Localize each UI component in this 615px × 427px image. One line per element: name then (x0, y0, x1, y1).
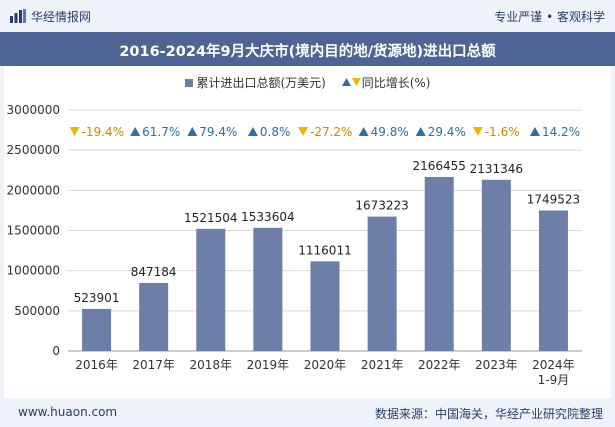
growth-label: -27.2% (310, 125, 352, 139)
y-tick-label: 0 (52, 344, 60, 358)
growth-label: 61.7% (142, 125, 180, 139)
growth-label: 0.8% (260, 125, 291, 139)
data-label: 523901 (74, 291, 120, 305)
legend-item-bars: 累计进出口总额(万美元) (184, 74, 326, 91)
x-tick-label: 2018年 (190, 358, 233, 372)
growth-label: 79.4% (199, 125, 237, 139)
title-bar (0, 32, 615, 66)
triangle-down-icon (351, 78, 361, 86)
bar (82, 308, 112, 351)
triangle-down-icon (472, 127, 483, 136)
footer-bar (0, 398, 615, 427)
triangle-down-icon (298, 127, 308, 136)
triangle-up-icon (341, 78, 351, 86)
data-label: 1749523 (527, 192, 580, 206)
x-tick-label: 2022年 (418, 358, 461, 372)
bar (196, 228, 226, 351)
y-tick-label: 1500000 (7, 224, 60, 238)
x-tick-label: 2024年 (532, 358, 575, 372)
legend-bar-swatch (184, 79, 193, 87)
triangle-up-icon (187, 127, 198, 136)
top-bar: 华经情报网 专业严谨 • 客观科学 (0, 0, 615, 32)
bar (538, 210, 568, 351)
site-url: www.huaon.com (18, 405, 118, 419)
triangle-up-icon (529, 127, 540, 136)
legend-bar-label: 累计进出口总额(万美元) (196, 76, 326, 90)
legend-item-growth: 同比增长(%) (341, 74, 431, 91)
triangle-up-icon (358, 127, 369, 136)
growth-label: 29.4% (428, 125, 466, 139)
x-tick-label: 2020年 (304, 358, 347, 372)
triangle-up-icon (130, 127, 141, 136)
y-tick-label: 2500000 (7, 143, 60, 157)
growth-label: 14.2% (542, 125, 580, 139)
triangle-up-icon (247, 127, 258, 136)
data-source: 数据来源：中国海关，华经产业研究院整理 (374, 407, 603, 421)
data-label: 2166455 (412, 159, 465, 173)
legend-growth-label: 同比增长(%) (361, 76, 431, 90)
growth-label: -19.4% (82, 125, 124, 139)
triangle-down-icon (69, 127, 80, 136)
tagline: 专业严谨 • 客观科学 (494, 10, 605, 24)
bar (253, 227, 283, 351)
bar (367, 216, 397, 351)
x-tick-label: 2017年 (132, 358, 175, 372)
bar (481, 179, 511, 351)
legend: 累计进出口总额(万美元) 同比增长(%) (0, 74, 615, 91)
growth-label: -1.6% (485, 125, 520, 139)
bar (424, 176, 454, 351)
y-tick-label: 2000000 (7, 183, 60, 197)
data-label: 847184 (131, 265, 177, 279)
bar (310, 261, 340, 351)
chart-title: 2016-2024年9月大庆市(境内目的地/货源地)进出口总额 (119, 44, 496, 60)
data-label: 2131346 (470, 162, 523, 176)
y-tick-label: 500000 (14, 304, 60, 318)
data-label: 1116011 (298, 243, 351, 257)
x-tick-label: 1-9月 (538, 373, 570, 387)
data-label: 1533604 (241, 210, 294, 224)
x-tick-label: 2023年 (475, 358, 518, 372)
triangle-up-icon (415, 127, 426, 136)
y-tick-label: 1000000 (7, 264, 60, 278)
bar (139, 282, 169, 351)
logo-icon (10, 9, 26, 23)
brand-name: 华经情报网 (31, 10, 92, 24)
y-tick-label: 3000000 (7, 103, 60, 117)
x-tick-label: 2019年 (247, 358, 290, 372)
x-tick-label: 2021年 (361, 358, 404, 372)
growth-label: 49.8% (371, 125, 409, 139)
data-label: 1521504 (184, 211, 237, 225)
x-tick-label: 2016年 (75, 358, 118, 372)
data-label: 1673223 (355, 199, 408, 213)
